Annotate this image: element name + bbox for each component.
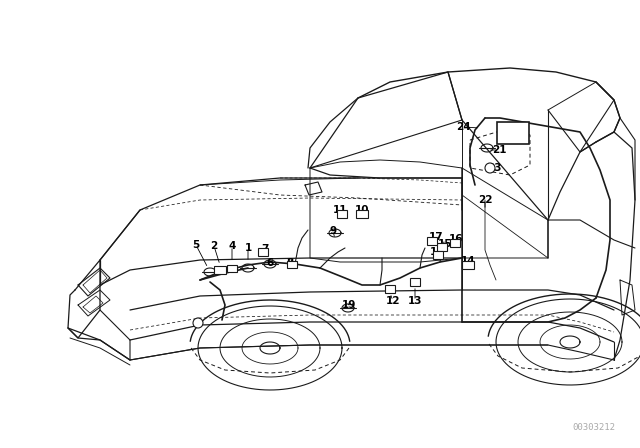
Text: 4: 4: [228, 241, 236, 251]
Text: 8: 8: [286, 258, 294, 268]
Text: 20: 20: [508, 125, 522, 135]
Text: 6: 6: [266, 258, 274, 268]
Circle shape: [193, 318, 203, 328]
Text: 13: 13: [408, 296, 422, 306]
Bar: [287, 261, 297, 268]
Bar: [258, 248, 268, 256]
Text: 7: 7: [261, 244, 269, 254]
Text: 3: 3: [195, 318, 202, 328]
Bar: [410, 278, 420, 286]
Bar: [497, 122, 529, 144]
Text: 15: 15: [438, 239, 452, 249]
Text: 22: 22: [477, 195, 492, 205]
Text: 00303212: 00303212: [572, 423, 615, 432]
Bar: [356, 210, 368, 218]
Bar: [214, 266, 226, 274]
Text: 11: 11: [333, 205, 348, 215]
Bar: [227, 265, 237, 272]
Text: 24: 24: [456, 122, 470, 132]
Bar: [337, 210, 347, 218]
Text: 17: 17: [429, 232, 444, 242]
Bar: [462, 261, 474, 269]
Bar: [437, 243, 447, 251]
Text: 9: 9: [330, 226, 337, 236]
Circle shape: [485, 163, 495, 173]
Bar: [450, 239, 460, 247]
Text: 2: 2: [211, 241, 218, 251]
Text: 1: 1: [244, 243, 252, 253]
Bar: [385, 285, 395, 293]
Bar: [433, 251, 443, 259]
Text: 12: 12: [386, 296, 400, 306]
Text: 14: 14: [461, 256, 476, 266]
Text: 18: 18: [429, 247, 444, 257]
Text: 23: 23: [487, 163, 501, 173]
Text: 19: 19: [342, 300, 356, 310]
Text: 16: 16: [449, 234, 463, 244]
Text: 10: 10: [355, 205, 369, 215]
Text: 21: 21: [492, 145, 506, 155]
Bar: [427, 237, 437, 245]
Text: 5: 5: [193, 240, 200, 250]
